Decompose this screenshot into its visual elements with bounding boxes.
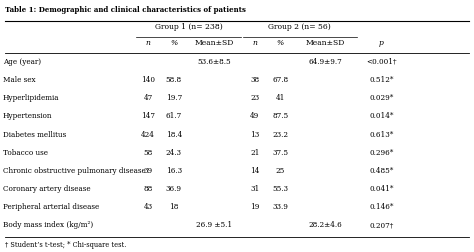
Text: 33.9: 33.9 [273,203,288,211]
Text: Chronic obstructive pulmonary disease: Chronic obstructive pulmonary disease [3,167,146,175]
Text: Age (year): Age (year) [3,58,41,66]
Text: Hypertension: Hypertension [3,112,52,120]
Text: 87.5: 87.5 [272,112,289,120]
Text: Tobacco use: Tobacco use [3,149,48,157]
Text: 23: 23 [250,94,259,102]
Text: Hyperlipidemia: Hyperlipidemia [3,94,59,102]
Text: Group 1 (n= 238): Group 1 (n= 238) [155,23,222,31]
Text: 140: 140 [141,76,155,84]
Text: 36.9: 36.9 [166,185,182,193]
Text: 47: 47 [144,94,153,102]
Text: 39: 39 [144,167,153,175]
Text: 88: 88 [144,185,153,193]
Text: Coronary artery disease: Coronary artery disease [3,185,91,193]
Text: 67.8: 67.8 [272,76,289,84]
Text: 31: 31 [250,185,259,193]
Text: n: n [146,39,151,47]
Text: 26.9 ±5.1: 26.9 ±5.1 [196,221,232,229]
Text: 23.2: 23.2 [273,131,288,139]
Text: 16.3: 16.3 [165,167,182,175]
Text: 0.041*: 0.041* [369,185,394,193]
Text: 0.296*: 0.296* [369,149,394,157]
Text: 61.7: 61.7 [165,112,182,120]
Text: 19: 19 [250,203,259,211]
Text: 0.485*: 0.485* [369,167,394,175]
Text: 0.146*: 0.146* [369,203,394,211]
Text: 64.9±9.7: 64.9±9.7 [309,58,342,66]
Text: Mean±SD: Mean±SD [194,39,234,47]
Text: 24.3: 24.3 [166,149,182,157]
Text: Group 2 (n= 56): Group 2 (n= 56) [268,23,331,31]
Text: Male sex: Male sex [3,76,36,84]
Text: 0.512*: 0.512* [369,76,394,84]
Text: 0.613*: 0.613* [369,131,394,139]
Text: 49: 49 [250,112,259,120]
Text: 18: 18 [169,203,178,211]
Text: Diabetes mellitus: Diabetes mellitus [3,131,66,139]
Text: † Student’s t-test; * Chi-square test.: † Student’s t-test; * Chi-square test. [5,241,126,249]
Text: %: % [170,39,177,47]
Text: 58.8: 58.8 [165,76,182,84]
Text: 0.014*: 0.014* [369,112,394,120]
Text: Peripheral arterial disease: Peripheral arterial disease [3,203,99,211]
Text: p: p [379,39,384,47]
Text: <0.001†: <0.001† [366,58,397,66]
Text: Mean±SD: Mean±SD [306,39,345,47]
Text: 424: 424 [141,131,155,139]
Text: 21: 21 [250,149,259,157]
Text: 14: 14 [250,167,259,175]
Text: 58: 58 [144,149,153,157]
Text: 0.029*: 0.029* [369,94,394,102]
Text: 25: 25 [276,167,285,175]
Text: 38: 38 [250,76,259,84]
Text: 19.7: 19.7 [165,94,182,102]
Text: 0.207†: 0.207† [369,221,394,229]
Text: 53.6±8.5: 53.6±8.5 [197,58,231,66]
Text: 13: 13 [250,131,259,139]
Text: 147: 147 [141,112,155,120]
Text: Table 1: Demographic and clinical characteristics of patients: Table 1: Demographic and clinical charac… [5,6,246,14]
Text: 55.3: 55.3 [273,185,288,193]
Text: 41: 41 [276,94,285,102]
Text: 43: 43 [144,203,153,211]
Text: n: n [252,39,257,47]
Text: 18.4: 18.4 [165,131,182,139]
Text: %: % [277,39,284,47]
Text: 37.5: 37.5 [273,149,288,157]
Text: Body mass index (kg/m²): Body mass index (kg/m²) [3,221,93,229]
Text: 28.2±4.6: 28.2±4.6 [309,221,342,229]
